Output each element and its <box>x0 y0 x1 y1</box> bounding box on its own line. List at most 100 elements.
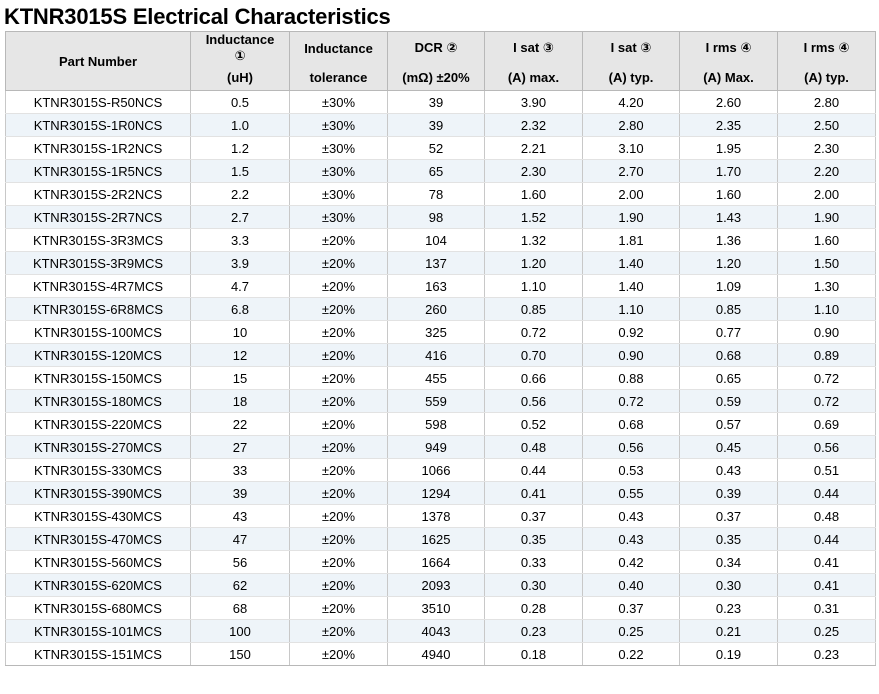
cell-irms-typ: 0.51 <box>777 458 876 482</box>
cell-dcr: 455 <box>387 366 485 390</box>
cell-isat-max: 0.41 <box>484 481 583 505</box>
cell-part-number: KTNR3015S-120MCS <box>5 343 191 367</box>
cell-tolerance: ±20% <box>289 504 388 528</box>
cell-isat-max: 0.52 <box>484 412 583 436</box>
cell-part-number: KTNR3015S-1R2NCS <box>5 136 191 160</box>
cell-dcr: 598 <box>387 412 485 436</box>
cell-tolerance: ±20% <box>289 458 388 482</box>
cell-dcr: 39 <box>387 90 485 114</box>
table-header: Part Number Inductance ① Inductance DCR … <box>5 31 876 91</box>
table-row: KTNR3015S-1R0NCS 1.0 ±30% 39 2.32 2.80 2.35 2.5… <box>5 113 876 137</box>
cell-part-number: KTNR3015S-101MCS <box>5 619 191 643</box>
cell-dcr: 163 <box>387 274 485 298</box>
cell-inductance: 6.8 <box>190 297 290 321</box>
cell-irms-typ: 0.56 <box>777 435 876 459</box>
cell-isat-typ: 1.10 <box>582 297 680 321</box>
cell-inductance: 43 <box>190 504 290 528</box>
table-row: KTNR3015S-150MCS 15 ±20% 455 0.66 0.88 0.65 0.7… <box>5 366 876 390</box>
page-title: KTNR3015S Electrical Characteristics <box>4 4 391 29</box>
cell-dcr: 1294 <box>387 481 485 505</box>
cell-tolerance: ±20% <box>289 642 388 666</box>
header-dcr-top: DCR ② <box>387 31 485 64</box>
cell-irms-typ: 0.89 <box>777 343 876 367</box>
header-isat-max-top: I sat ③ <box>484 31 583 64</box>
table-row: KTNR3015S-270MCS 27 ±20% 949 0.48 0.56 0.45 0.5… <box>5 435 876 459</box>
header-inductance-note: ① <box>234 48 246 63</box>
cell-isat-typ: 0.72 <box>582 389 680 413</box>
cell-irms-typ: 1.60 <box>777 228 876 252</box>
cell-irms-typ: 0.69 <box>777 412 876 436</box>
cell-dcr: 1625 <box>387 527 485 551</box>
cell-tolerance: ±20% <box>289 389 388 413</box>
cell-isat-typ: 0.88 <box>582 366 680 390</box>
cell-inductance: 1.0 <box>190 113 290 137</box>
cell-dcr: 1066 <box>387 458 485 482</box>
table-row: KTNR3015S-100MCS 10 ±20% 325 0.72 0.92 0.77 0.9… <box>5 320 876 344</box>
cell-tolerance: ±30% <box>289 90 388 114</box>
cell-isat-max: 1.52 <box>484 205 583 229</box>
cell-inductance: 2.2 <box>190 182 290 206</box>
header-irms-max-bottom: (A) Max. <box>679 64 778 91</box>
cell-irms-max: 0.34 <box>679 550 778 574</box>
cell-dcr: 559 <box>387 389 485 413</box>
header-dcr-bottom: (mΩ) ±20% <box>387 64 485 91</box>
cell-isat-typ: 0.68 <box>582 412 680 436</box>
cell-isat-typ: 0.40 <box>582 573 680 597</box>
cell-inductance: 33 <box>190 458 290 482</box>
table-row: KTNR3015S-120MCS 12 ±20% 416 0.70 0.90 0.68 0.8… <box>5 343 876 367</box>
cell-isat-typ: 2.80 <box>582 113 680 137</box>
cell-inductance: 27 <box>190 435 290 459</box>
table-row: KTNR3015S-151MCS 150 ±20% 4940 0.18 0.22 0.19 0… <box>5 642 876 666</box>
header-tolerance-bottom: tolerance <box>289 64 388 91</box>
header-isat-typ-bottom: (A) typ. <box>582 64 680 91</box>
cell-tolerance: ±20% <box>289 527 388 551</box>
cell-irms-typ: 0.25 <box>777 619 876 643</box>
cell-isat-max: 0.18 <box>484 642 583 666</box>
cell-inductance: 68 <box>190 596 290 620</box>
table-row: KTNR3015S-3R3MCS 3.3 ±20% 104 1.32 1.81 1.36 1.… <box>5 228 876 252</box>
cell-isat-max: 2.21 <box>484 136 583 160</box>
cell-tolerance: ±20% <box>289 481 388 505</box>
cell-irms-max: 0.68 <box>679 343 778 367</box>
cell-dcr: 416 <box>387 343 485 367</box>
cell-dcr: 39 <box>387 113 485 137</box>
cell-irms-max: 2.35 <box>679 113 778 137</box>
cell-isat-max: 0.70 <box>484 343 583 367</box>
cell-dcr: 260 <box>387 297 485 321</box>
cell-isat-max: 3.90 <box>484 90 583 114</box>
table-row: KTNR3015S-330MCS 33 ±20% 1066 0.44 0.53 0.43 0.… <box>5 458 876 482</box>
header-inductance-unit: (uH) <box>190 64 290 91</box>
cell-irms-max: 1.09 <box>679 274 778 298</box>
cell-inductance: 18 <box>190 389 290 413</box>
cell-isat-max: 0.30 <box>484 573 583 597</box>
cell-tolerance: ±30% <box>289 182 388 206</box>
cell-inductance: 56 <box>190 550 290 574</box>
cell-irms-typ: 1.50 <box>777 251 876 275</box>
cell-isat-typ: 0.43 <box>582 504 680 528</box>
cell-isat-max: 0.56 <box>484 389 583 413</box>
table-row: KTNR3015S-470MCS 47 ±20% 1625 0.35 0.43 0.35 0.… <box>5 527 876 551</box>
cell-tolerance: ±20% <box>289 343 388 367</box>
cell-irms-typ: 0.41 <box>777 550 876 574</box>
cell-isat-typ: 0.92 <box>582 320 680 344</box>
cell-part-number: KTNR3015S-270MCS <box>5 435 191 459</box>
table-row: KTNR3015S-620MCS 62 ±20% 2093 0.30 0.40 0.30 0.… <box>5 573 876 597</box>
cell-tolerance: ±20% <box>289 320 388 344</box>
cell-irms-typ: 2.00 <box>777 182 876 206</box>
cell-part-number: KTNR3015S-180MCS <box>5 389 191 413</box>
header-inductance: Inductance ① <box>190 31 290 64</box>
cell-part-number: KTNR3015S-220MCS <box>5 412 191 436</box>
table-row: KTNR3015S-390MCS 39 ±20% 1294 0.41 0.55 0.39 0.… <box>5 481 876 505</box>
cell-inductance: 1.5 <box>190 159 290 183</box>
cell-irms-max: 1.60 <box>679 182 778 206</box>
table-row: KTNR3015S-680MCS 68 ±20% 3510 0.28 0.37 0.23 0.… <box>5 596 876 620</box>
cell-isat-typ: 4.20 <box>582 90 680 114</box>
cell-part-number: KTNR3015S-151MCS <box>5 642 191 666</box>
cell-isat-typ: 0.55 <box>582 481 680 505</box>
cell-tolerance: ±20% <box>289 435 388 459</box>
cell-isat-typ: 0.56 <box>582 435 680 459</box>
cell-dcr: 4043 <box>387 619 485 643</box>
cell-irms-max: 0.43 <box>679 458 778 482</box>
cell-isat-max: 1.10 <box>484 274 583 298</box>
cell-dcr: 98 <box>387 205 485 229</box>
